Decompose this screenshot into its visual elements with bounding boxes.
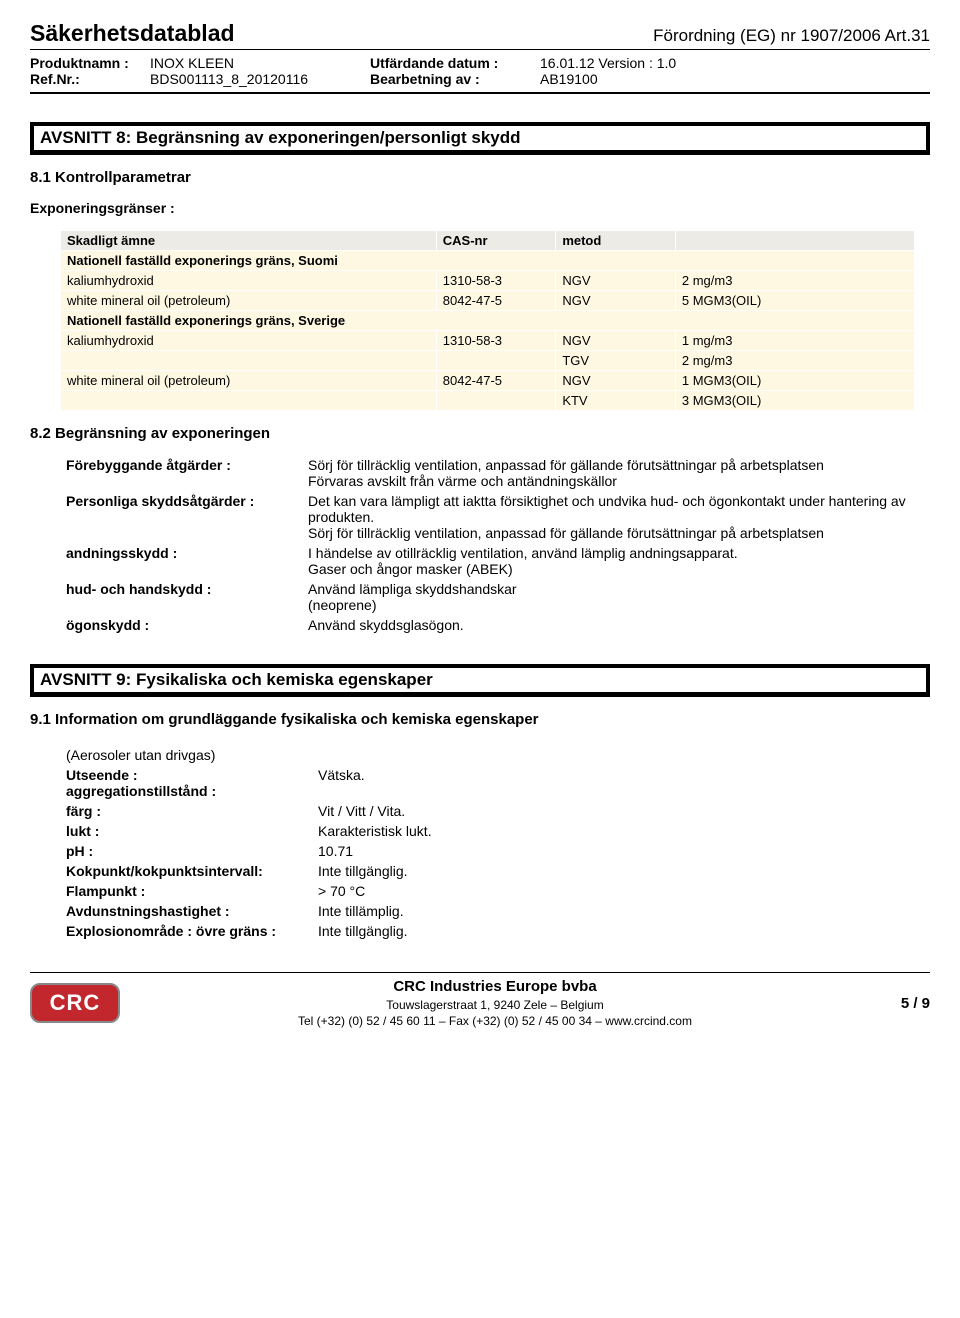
issue-date-label: Utfärdande datum : (370, 55, 540, 71)
measure-label: hud- och handskydd : (62, 580, 302, 614)
regulation-text: Förordning (EG) nr 1907/2006 Art.31 (653, 26, 930, 46)
property-label: Utseende : aggregationstillstånd : (62, 766, 312, 800)
table-cell: NGV (556, 331, 676, 351)
issue-date-value: 16.01.12 Version : 1.0 (540, 55, 676, 71)
property-label: lukt : (62, 822, 312, 840)
processed-by-label: Bearbetning av : (370, 71, 540, 87)
property-value: Vätska. (314, 766, 436, 800)
crc-logo: CRC (30, 983, 120, 1023)
section-8-2-heading: 8.2 Begränsning av exponeringen (30, 425, 930, 442)
table-cell: TGV (556, 351, 676, 371)
ref-nr-label: Ref.Nr.: (30, 71, 150, 87)
aerosol-note: (Aerosoler utan drivgas) (62, 746, 312, 764)
properties-table: (Aerosoler utan drivgas) Utseende : aggr… (60, 744, 438, 942)
footer-contact: Tel (+32) (0) 52 / 45 60 11 – Fax (+32) … (140, 1013, 850, 1029)
page-number: 5 / 9 (850, 995, 930, 1012)
table-cell (61, 351, 437, 371)
measure-value: Använd lämpliga skyddshandskar (neoprene… (304, 580, 924, 614)
measure-label: ögonskydd : (62, 616, 302, 634)
product-name-label: Produktnamn : (30, 55, 150, 71)
property-value: Vit / Vitt / Vita. (314, 802, 436, 820)
section-8-1-heading: 8.1 Kontrollparametrar (30, 169, 930, 186)
table-cell: 8042-47-5 (436, 371, 556, 391)
table-cell: NGV (556, 291, 676, 311)
table-cell: KTV (556, 391, 676, 411)
ref-nr-value: BDS001113_8_20120116 (150, 71, 370, 87)
table-cell: 2 mg/m3 (675, 271, 914, 291)
table-cell: kaliumhydroxid (61, 271, 437, 291)
table-cell: 5 MGM3(OIL) (675, 291, 914, 311)
property-value: > 70 °C (314, 882, 436, 900)
section-9-heading: AVSNITT 9: Fysikaliska och kemiska egens… (30, 664, 930, 697)
table-cell: 1310-58-3 (436, 271, 556, 291)
table-cell (436, 391, 556, 411)
property-value: Karakteristisk lukt. (314, 822, 436, 840)
product-name-value: INOX KLEEN (150, 55, 370, 71)
exposure-table: Skadligt ämneCAS-nrmetodNationell fastäl… (60, 230, 915, 411)
table-cell: 1310-58-3 (436, 331, 556, 351)
document-title: Säkerhetsdatablad (30, 20, 235, 47)
page-footer: CRC CRC Industries Europe bvba Touwslage… (30, 972, 930, 1030)
property-value: 10.71 (314, 842, 436, 860)
table-group-heading: Nationell faställd exponerings gräns, Sv… (61, 311, 915, 331)
footer-address: Touwslagerstraat 1, 9240 Zele – Belgium (140, 997, 850, 1013)
table-cell (436, 351, 556, 371)
section-8-heading: AVSNITT 8: Begränsning av exponeringen/p… (30, 122, 930, 155)
measure-value: Använd skyddsglasögon. (304, 616, 924, 634)
table-cell (61, 391, 437, 411)
divider-thick (30, 92, 930, 94)
product-info-block: Produktnamn : INOX KLEEN Utfärdande datu… (30, 50, 930, 92)
table-cell: 2 mg/m3 (675, 351, 914, 371)
measure-value: Sörj för tillräcklig ventilation, anpass… (304, 456, 924, 490)
property-label: Kokpunkt/kokpunktsintervall: (62, 862, 312, 880)
table-cell: NGV (556, 371, 676, 391)
table-cell: 3 MGM3(OIL) (675, 391, 914, 411)
table-cell: 1 MGM3(OIL) (675, 371, 914, 391)
measure-label: Förebyggande åtgärder : (62, 456, 302, 490)
processed-by-value: AB19100 (540, 71, 676, 87)
table-cell: 8042-47-5 (436, 291, 556, 311)
table-cell: kaliumhydroxid (61, 331, 437, 351)
footer-company: CRC Industries Europe bvba (140, 977, 850, 997)
section-9-1-heading: 9.1 Information om grundläggande fysikal… (30, 711, 930, 728)
table-header-cell: metod (556, 231, 676, 251)
measure-value: I händelse av otillräcklig ventilation, … (304, 544, 924, 578)
property-label: Explosionområde : övre gräns : (62, 922, 312, 940)
table-cell: white mineral oil (petroleum) (61, 371, 437, 391)
exposure-limits-label: Exponeringsgränser : (30, 200, 930, 216)
measures-table: Förebyggande åtgärder :Sörj för tillräck… (60, 454, 926, 636)
measure-value: Det kan vara lämpligt att iaktta försikt… (304, 492, 924, 542)
measure-label: andningsskydd : (62, 544, 302, 578)
measure-label: Personliga skyddsåtgärder : (62, 492, 302, 542)
property-label: Avdunstningshastighet : (62, 902, 312, 920)
table-header-cell (675, 231, 914, 251)
table-cell: 1 mg/m3 (675, 331, 914, 351)
property-label: pH : (62, 842, 312, 860)
table-cell: NGV (556, 271, 676, 291)
property-value: Inte tillämplig. (314, 902, 436, 920)
property-label: Flampunkt : (62, 882, 312, 900)
table-cell: white mineral oil (petroleum) (61, 291, 437, 311)
property-label: färg : (62, 802, 312, 820)
property-value: Inte tillgänglig. (314, 922, 436, 940)
table-header-cell: CAS-nr (436, 231, 556, 251)
property-value: Inte tillgänglig. (314, 862, 436, 880)
table-header-cell: Skadligt ämne (61, 231, 437, 251)
table-group-heading: Nationell faställd exponerings gräns, Su… (61, 251, 915, 271)
